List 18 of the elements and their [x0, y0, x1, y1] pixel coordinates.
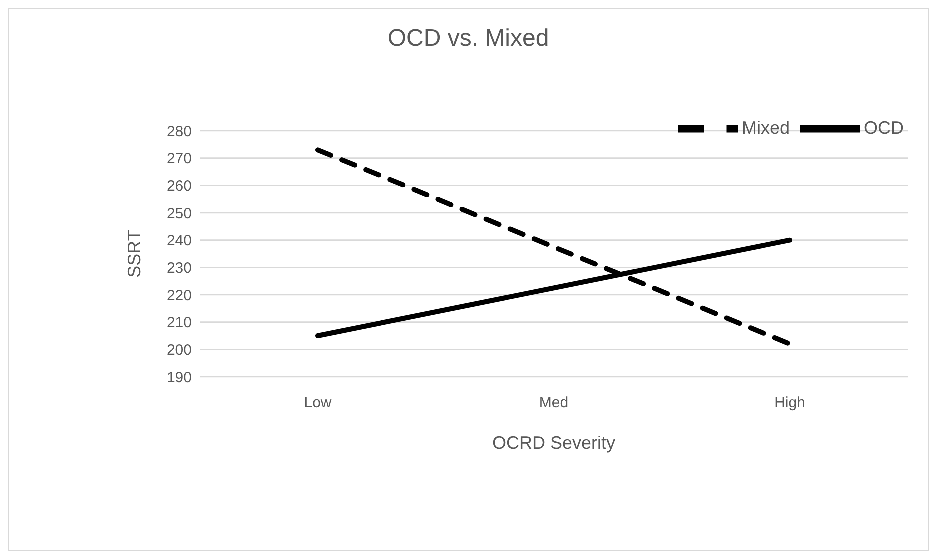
x-tick-label: Low [304, 394, 332, 412]
y-tick-label: 260 [166, 178, 192, 195]
y-tick-label: 210 [166, 314, 192, 332]
y-tick-label: 270 [166, 150, 192, 168]
chart-title: OCD vs. Mixed [386, 25, 550, 53]
y-tick-label: 280 [166, 123, 192, 140]
legend-label: OCD [864, 118, 904, 138]
x-tick-label: Med [539, 394, 569, 412]
y-axis-title: SSRT [124, 230, 144, 278]
x-tick-label: High [774, 394, 806, 412]
y-tick-label: 250 [166, 205, 192, 222]
x-axis-title: OCRD Severity [492, 433, 616, 453]
y-tick-label: 200 [166, 342, 192, 359]
legend-label: Mixed [742, 118, 790, 138]
y-tick-label: 240 [166, 232, 192, 250]
y-tick-label: 230 [166, 260, 192, 277]
y-tick-label: 220 [166, 287, 192, 304]
y-tick-label: 190 [166, 369, 192, 386]
